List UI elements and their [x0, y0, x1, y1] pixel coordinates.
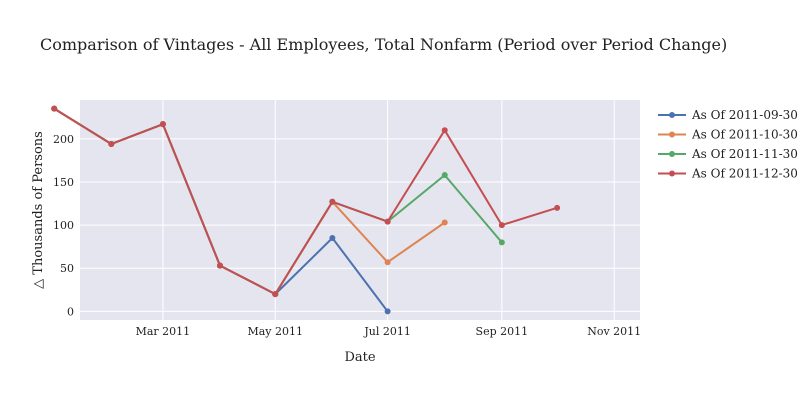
- y-axis-title: △ Thousands of Persons: [31, 131, 46, 289]
- data-point: [329, 235, 336, 242]
- y-tick-label: 50: [60, 262, 74, 275]
- data-point: [329, 198, 336, 205]
- y-axis-ticks: 0 50 100 150 200: [53, 133, 74, 319]
- legend-label: As Of 2011-12-30: [691, 167, 798, 181]
- legend-item[interactable]: As Of 2011-12-30: [658, 167, 798, 181]
- legend-item[interactable]: As Of 2011-10-30: [658, 128, 798, 142]
- data-point: [384, 259, 391, 266]
- x-tick-label: Nov 2011: [587, 325, 641, 338]
- series-4: [51, 105, 561, 298]
- data-point: [272, 291, 279, 298]
- x-axis-ticks: Mar 2011 May 2011 Jul 2011 Sep 2011 Nov 2011: [136, 325, 642, 338]
- y-tick-label: 0: [67, 305, 74, 318]
- data-point: [217, 262, 223, 269]
- series-group: [51, 105, 561, 315]
- y-tick-label: 100: [53, 219, 74, 232]
- legend-marker: [669, 170, 675, 177]
- data-point: [554, 204, 561, 211]
- data-point: [441, 172, 448, 179]
- y-tick-label: 150: [53, 176, 74, 189]
- data-point: [498, 222, 505, 229]
- legend-marker: [669, 151, 675, 157]
- data-point: [441, 127, 448, 134]
- legend-item[interactable]: As Of 2011-11-30: [658, 147, 798, 161]
- data-point: [159, 121, 166, 128]
- data-point: [51, 105, 58, 112]
- data-point: [384, 308, 391, 315]
- legend-label: As Of 2011-10-30: [691, 128, 798, 142]
- legend-marker: [669, 112, 675, 118]
- data-point: [441, 219, 448, 226]
- data-point: [384, 218, 391, 225]
- x-axis-title: Date: [344, 350, 375, 365]
- legend-marker: [669, 131, 675, 138]
- y-tick-label: 200: [53, 133, 74, 146]
- series-line: [53, 107, 558, 296]
- x-tick-label: Mar 2011: [136, 325, 191, 338]
- plot-area: [80, 100, 640, 320]
- data-point: [108, 141, 115, 147]
- data-point: [498, 239, 505, 246]
- legend: As Of 2011-09-30 As Of 2011-10-30 As Of 20…: [658, 108, 798, 181]
- x-tick-label: May 2011: [247, 325, 303, 338]
- grid: [80, 100, 640, 320]
- legend-label: As Of 2011-11-30: [691, 147, 798, 161]
- chart-title: Comparison of Vintages - All Employees, …: [40, 35, 727, 54]
- x-tick-label: Jul 2011: [363, 325, 411, 338]
- legend-label: As Of 2011-09-30: [691, 108, 798, 122]
- x-tick-label: Sep 2011: [476, 325, 529, 338]
- legend-item[interactable]: As Of 2011-09-30: [658, 108, 798, 122]
